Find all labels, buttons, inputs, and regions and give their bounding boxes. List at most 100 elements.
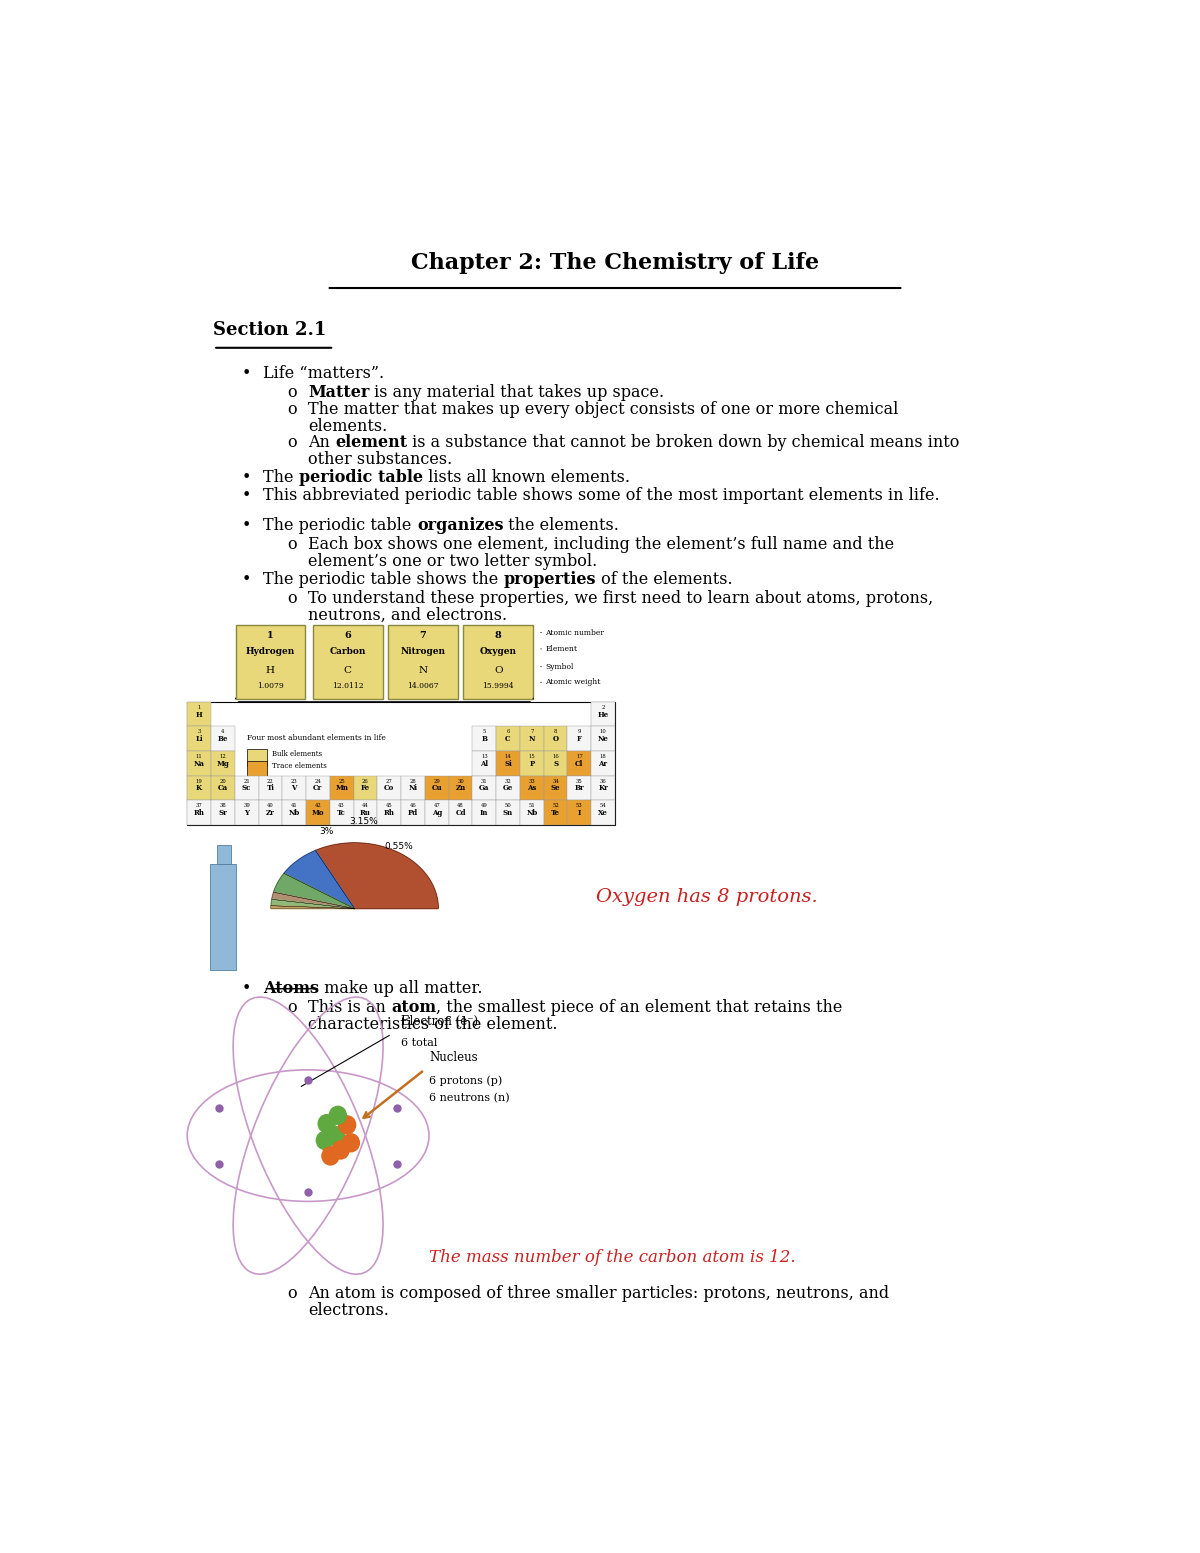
Bar xyxy=(282,800,306,825)
Text: Ni: Ni xyxy=(408,784,418,792)
Text: Nb: Nb xyxy=(288,809,300,817)
Text: Atoms: Atoms xyxy=(264,980,319,997)
Text: o: o xyxy=(288,1284,298,1301)
Text: 3%: 3% xyxy=(319,826,334,836)
Text: atom: atom xyxy=(391,1000,437,1017)
Text: Na: Na xyxy=(193,759,204,767)
Text: Li: Li xyxy=(196,735,203,744)
Text: 12.0112: 12.0112 xyxy=(332,682,364,690)
Bar xyxy=(473,800,496,825)
Text: Ag: Ag xyxy=(432,809,442,817)
Text: The matter that makes up every object consists of one or more chemical: The matter that makes up every object co… xyxy=(308,401,899,418)
Text: Nitrogen: Nitrogen xyxy=(401,648,445,657)
Text: 18: 18 xyxy=(600,753,606,759)
Text: Ar: Ar xyxy=(599,759,607,767)
Text: Mo: Mo xyxy=(312,809,324,817)
Text: Mn: Mn xyxy=(335,784,348,792)
Text: An: An xyxy=(308,435,335,452)
Bar xyxy=(211,752,235,775)
Bar xyxy=(210,865,236,969)
Text: 53: 53 xyxy=(576,803,583,808)
Bar xyxy=(496,752,520,775)
Text: •: • xyxy=(241,517,251,534)
Text: 2: 2 xyxy=(601,705,605,710)
Text: As: As xyxy=(527,784,536,792)
Text: 44: 44 xyxy=(362,803,368,808)
Bar xyxy=(520,800,544,825)
Bar xyxy=(401,800,425,825)
Text: O: O xyxy=(494,666,503,676)
Text: 1: 1 xyxy=(197,705,200,710)
Bar xyxy=(544,727,568,752)
Text: 22: 22 xyxy=(268,778,274,784)
Bar xyxy=(496,775,520,800)
Text: 27: 27 xyxy=(386,778,392,784)
Text: the elements.: the elements. xyxy=(504,517,619,534)
Text: o: o xyxy=(288,536,298,553)
Text: other substances.: other substances. xyxy=(308,450,452,467)
Bar xyxy=(306,775,330,800)
Text: 19: 19 xyxy=(196,778,203,784)
Text: Hydrogen: Hydrogen xyxy=(246,648,295,657)
Text: Rh: Rh xyxy=(193,809,204,817)
Text: o: o xyxy=(288,1000,298,1017)
Text: 16: 16 xyxy=(552,753,559,759)
Text: of the elements.: of the elements. xyxy=(596,572,733,589)
Text: 39: 39 xyxy=(244,803,250,808)
Text: This is an: This is an xyxy=(308,1000,391,1017)
Text: Sn: Sn xyxy=(503,809,514,817)
Text: is any material that takes up space.: is any material that takes up space. xyxy=(370,385,665,402)
Text: Ca: Ca xyxy=(217,784,228,792)
Bar xyxy=(247,749,268,767)
Text: 8: 8 xyxy=(494,631,502,640)
Text: 14: 14 xyxy=(505,753,511,759)
Text: 50: 50 xyxy=(505,803,511,808)
Bar xyxy=(592,752,616,775)
Ellipse shape xyxy=(342,1134,360,1152)
Text: 6: 6 xyxy=(506,730,510,735)
Text: Br: Br xyxy=(575,784,584,792)
Bar xyxy=(544,752,568,775)
Text: O: O xyxy=(552,735,558,744)
Text: 7: 7 xyxy=(420,631,426,640)
Bar xyxy=(313,626,383,699)
Text: Cd: Cd xyxy=(455,809,466,817)
Bar xyxy=(520,775,544,800)
Text: 6 neutrons (n): 6 neutrons (n) xyxy=(430,1093,510,1103)
Text: 13: 13 xyxy=(481,753,487,759)
Text: N: N xyxy=(419,666,427,676)
Text: Ga: Ga xyxy=(479,784,490,792)
Text: 4: 4 xyxy=(221,730,224,735)
Text: Zr: Zr xyxy=(266,809,275,817)
Text: lists all known elements.: lists all known elements. xyxy=(424,469,630,486)
Bar xyxy=(592,775,616,800)
Text: organizes: organizes xyxy=(416,517,504,534)
Bar xyxy=(235,800,258,825)
Text: 3: 3 xyxy=(197,730,200,735)
Text: elements.: elements. xyxy=(308,418,388,435)
Text: Y: Y xyxy=(244,809,250,817)
Text: Fe: Fe xyxy=(361,784,370,792)
Text: Matter: Matter xyxy=(308,385,370,402)
Text: 48: 48 xyxy=(457,803,464,808)
Text: 6 protons (p): 6 protons (p) xyxy=(430,1076,503,1087)
Bar xyxy=(463,626,533,699)
Bar xyxy=(187,775,211,800)
Text: C: C xyxy=(505,735,511,744)
Bar xyxy=(235,775,258,800)
Text: Zn: Zn xyxy=(456,784,466,792)
Bar xyxy=(473,727,496,752)
Text: Pd: Pd xyxy=(408,809,418,817)
Text: Ti: Ti xyxy=(266,784,275,792)
Text: •: • xyxy=(241,572,251,589)
Text: 6: 6 xyxy=(344,631,352,640)
Bar xyxy=(235,626,305,699)
Text: 38: 38 xyxy=(220,803,227,808)
Text: P: P xyxy=(529,759,534,767)
Text: 31: 31 xyxy=(481,778,487,784)
Bar xyxy=(592,800,616,825)
Text: Atomic number: Atomic number xyxy=(545,629,604,637)
Text: element’s one or two letter symbol.: element’s one or two letter symbol. xyxy=(308,553,598,570)
Text: Cl: Cl xyxy=(575,759,583,767)
Text: S: S xyxy=(553,759,558,767)
